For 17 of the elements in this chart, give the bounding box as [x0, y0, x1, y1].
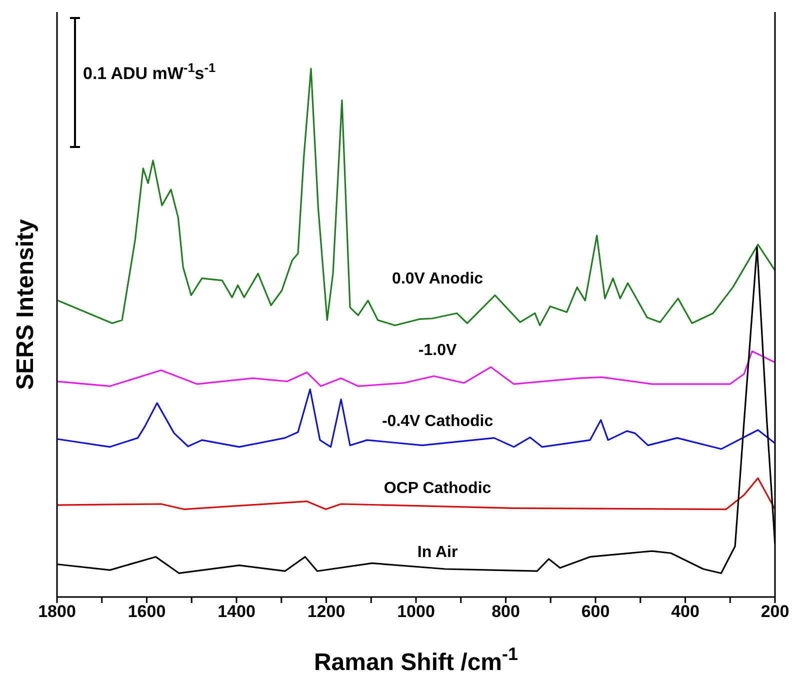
series-label: OCP Cathodic — [384, 480, 492, 498]
x-tick-label: 400 — [671, 602, 700, 622]
annotation: 0.1 ADU mW$^{-1}$s$^{-1}$ — [83, 60, 216, 83]
x-tick-label: 600 — [581, 602, 610, 622]
x-tick-label: 1800 — [38, 602, 76, 622]
x-tick-label: 1400 — [218, 602, 256, 622]
x-tick-label: 1200 — [307, 602, 346, 622]
series-label: -0.4V Cathodic — [382, 412, 494, 430]
x-tick-label: 200 — [760, 602, 790, 622]
x-tick-label: 1000 — [397, 602, 435, 622]
series-label: 0.0V Anodic — [392, 270, 484, 288]
series-label: In Air — [417, 544, 458, 561]
series-label: -1.0V — [418, 342, 457, 360]
x-tick-label: 800 — [492, 602, 520, 622]
x-axis-title: Raman Shift /cm$^{-1}$ — [314, 644, 518, 676]
y-axis-title: SERS Intensity — [12, 218, 39, 390]
x-tick-label: 1600 — [128, 602, 166, 622]
